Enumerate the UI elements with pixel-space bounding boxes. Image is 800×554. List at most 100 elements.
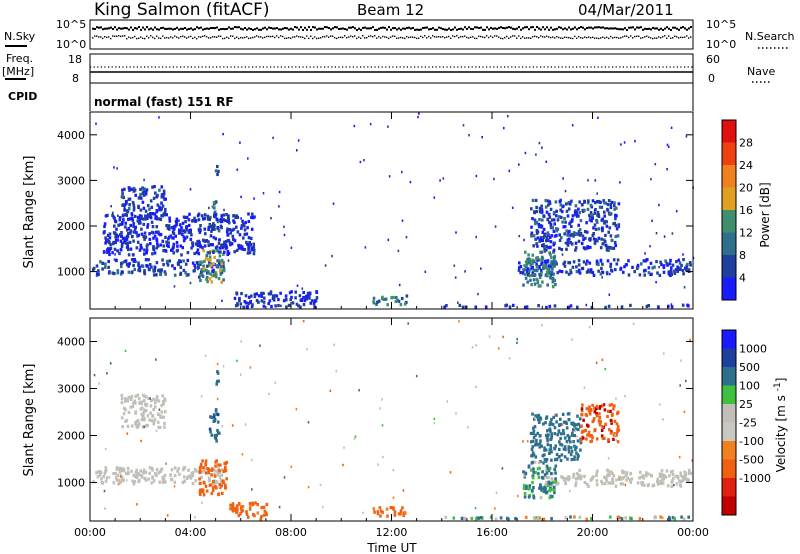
power-cell-5-294	[179, 229, 183, 233]
power-noise-55	[387, 238, 390, 242]
power-cell-9-16	[612, 258, 616, 262]
power-cell-2-52	[124, 200, 128, 204]
velocity-noise-10	[333, 343, 335, 346]
power-cell-5-323	[135, 246, 139, 250]
power-cell-2-87	[128, 187, 131, 191]
power-cell-2-25	[160, 185, 164, 189]
nsearch-point-128	[348, 36, 350, 38]
velocity-cell-2-67	[152, 422, 156, 426]
nsearch-point-288	[668, 35, 670, 37]
power-cell-5-357	[104, 214, 108, 218]
power-cell-5-27	[211, 224, 214, 228]
power-cell-5-267	[144, 235, 147, 239]
power-cell-9-13	[519, 271, 522, 275]
power-cell-9-156	[685, 268, 688, 272]
power-cell-5-356	[180, 253, 183, 257]
velocity-cell-10-153	[564, 447, 567, 452]
velocity-cell-8-174	[670, 484, 674, 488]
velocity-noise-42	[561, 423, 564, 426]
velocity-cell-10-59	[576, 457, 579, 461]
nsearch-point-85	[262, 37, 264, 39]
velocity-cell-8-172	[622, 475, 625, 480]
power-cell-5-336	[234, 215, 237, 220]
velocity-cell-11-85	[589, 408, 593, 412]
velocity-cell-10-98	[563, 436, 567, 440]
power-cell-9-18	[597, 269, 600, 273]
power-cell-9-34	[667, 270, 671, 274]
nsky-point-192	[476, 26, 478, 29]
power-cell-0-12	[219, 265, 223, 269]
power-cell-0-124	[104, 265, 107, 269]
velocity-noise-123	[201, 501, 203, 504]
power-noise-97	[503, 126, 505, 130]
velocity-cell-1-61	[200, 488, 203, 492]
power-cell-1-11	[199, 278, 202, 282]
power-cell-5-301	[252, 248, 256, 252]
nsky-point-23	[138, 26, 140, 28]
velocity-cell-6-17	[399, 512, 402, 516]
nsearch-point-4	[100, 36, 102, 38]
power-cell-9-14	[565, 270, 568, 274]
velocity-cell-6-2	[393, 513, 397, 517]
velocity-cell-10-124	[566, 434, 570, 438]
nsearch-point-198	[488, 36, 490, 39]
nsearch-point-165	[422, 36, 424, 39]
power-cell-5-116	[207, 227, 210, 231]
power-cell-8-73	[670, 305, 674, 309]
power-noise-92	[247, 157, 249, 160]
power-cell-10-54	[540, 258, 543, 262]
nsky-point-37	[166, 27, 168, 30]
power-cell-11-224	[578, 200, 581, 204]
velocity-cell-0-100	[151, 468, 154, 472]
nsearch-point-299	[690, 36, 692, 38]
power-cell-5-67	[209, 224, 213, 229]
power-cell-11-176	[562, 204, 565, 208]
power-cell-5-234	[145, 251, 148, 255]
velocity-cell-9-4	[532, 494, 535, 498]
power-cell-0-34	[182, 259, 185, 263]
velocity-cell-7-45	[460, 516, 464, 520]
nsky-point-113	[318, 27, 320, 30]
power-cell-11-302	[571, 218, 574, 222]
velocity-cell-10-51	[550, 450, 553, 454]
velocity-cell-11-22	[600, 428, 604, 432]
power-cell-5-65	[201, 246, 204, 250]
power-ytick-label-3: 4000	[57, 129, 85, 142]
power-noise-18	[424, 270, 427, 273]
nsky-point-239	[570, 28, 572, 31]
power-noise-22	[116, 167, 118, 170]
velocity-cell-10-129	[558, 423, 561, 427]
nsearch-point-0	[92, 37, 94, 39]
velocity-cell-5-20	[229, 507, 232, 511]
power-cell-5-51	[103, 222, 107, 226]
velocity-cell-11-82	[613, 404, 616, 408]
power-cell-5-302	[146, 223, 150, 227]
velocity-noise-62	[516, 338, 518, 341]
power-cell-11-87	[532, 234, 536, 238]
velocity-cell-8-151	[674, 474, 678, 478]
power-cell-7-2	[397, 299, 401, 303]
power-cell-11-170	[574, 213, 577, 217]
power-cell-9-148	[569, 271, 573, 275]
power-cell-10-45	[523, 272, 527, 276]
power-cell-5-167	[225, 230, 229, 234]
power-cell-11-162	[546, 218, 549, 222]
nsearch-point-297	[686, 35, 688, 37]
power-cell-6-66	[309, 301, 313, 305]
velocity-cell-11-26	[580, 407, 584, 411]
power-cell-5-315	[162, 249, 165, 253]
power-cell-5-431	[248, 241, 251, 245]
nsearch-point-170	[432, 35, 434, 37]
power-cell-0-146	[164, 272, 167, 276]
power-noise-103	[481, 136, 483, 139]
power-cell-2-17	[152, 196, 156, 200]
velocity-cell-1-42	[209, 483, 213, 487]
power-cell-9-143	[577, 268, 581, 272]
velocity-cell-10-103	[573, 424, 576, 428]
velocity-cell-8-40	[595, 483, 599, 487]
power-cell-6-69	[267, 302, 270, 306]
velocity-noise-72	[588, 326, 591, 329]
nsky-point-297	[686, 28, 688, 31]
power-cell-1-46	[209, 264, 213, 268]
nsky-point-201	[494, 27, 496, 30]
